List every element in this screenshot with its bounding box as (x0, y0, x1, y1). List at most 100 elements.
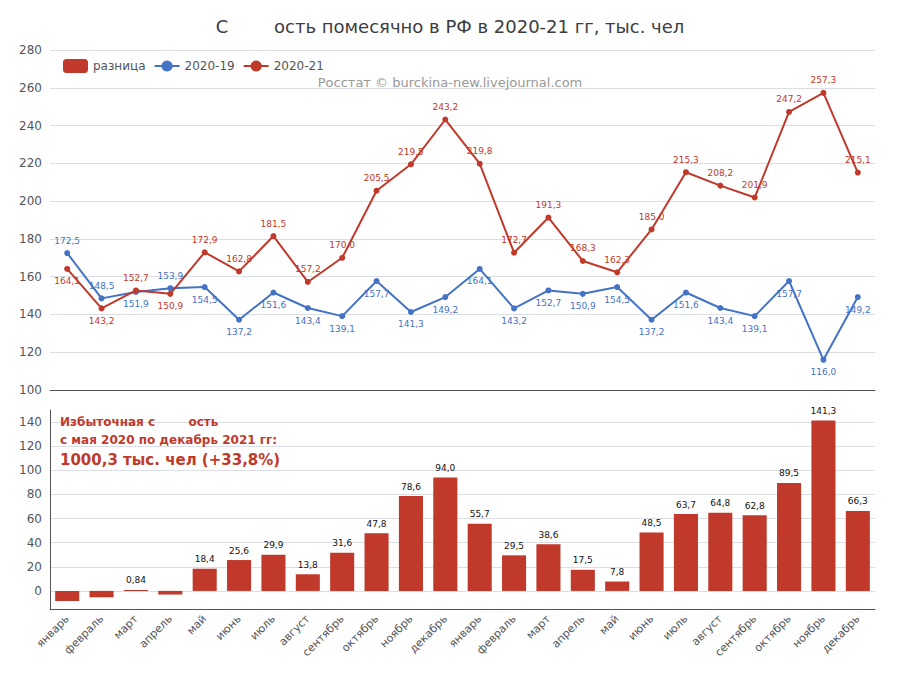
svg-text:с мая 2020 по декабрь 2021 гг:: с мая 2020 по декабрь 2021 гг: (60, 433, 277, 447)
svg-text:150,9: 150,9 (157, 301, 183, 311)
svg-text:168,3: 168,3 (570, 243, 596, 253)
svg-text:40: 40 (27, 536, 42, 550)
svg-text:7,8: 7,8 (610, 567, 625, 577)
svg-text:141,3: 141,3 (398, 319, 424, 329)
svg-text:Избыточная с ость: Избыточная с ость (60, 415, 219, 429)
svg-text:100: 100 (19, 383, 42, 397)
svg-text:149,2: 149,2 (432, 305, 458, 315)
svg-text:116,0: 116,0 (811, 367, 837, 377)
svg-text:181,5: 181,5 (261, 219, 287, 229)
svg-text:май: май (597, 612, 622, 637)
svg-text:89,5: 89,5 (779, 468, 799, 478)
svg-text:120: 120 (19, 439, 42, 453)
svg-text:205,5: 205,5 (364, 173, 390, 183)
svg-text:38,6: 38,6 (538, 530, 558, 540)
svg-text:157,7: 157,7 (776, 289, 802, 299)
svg-text:78,6: 78,6 (401, 482, 421, 492)
svg-text:80: 80 (27, 487, 42, 501)
svg-text:157,7: 157,7 (364, 289, 390, 299)
svg-text:164,1: 164,1 (54, 276, 80, 286)
svg-text:140: 140 (19, 415, 42, 429)
svg-text:55,7: 55,7 (470, 509, 490, 519)
svg-text:94,0: 94,0 (435, 463, 455, 473)
svg-text:153,9: 153,9 (157, 271, 183, 281)
svg-text:25,6: 25,6 (229, 546, 249, 556)
svg-text:160: 160 (19, 270, 42, 284)
svg-text:октябрь: октябрь (339, 612, 381, 654)
svg-text:191,3: 191,3 (536, 200, 562, 210)
svg-text:143,4: 143,4 (707, 316, 733, 326)
svg-text:63,7: 63,7 (676, 500, 696, 510)
svg-text:0,84: 0,84 (126, 575, 146, 585)
svg-text:48,5: 48,5 (642, 518, 662, 528)
svg-text:141,3: 141,3 (811, 406, 837, 416)
svg-text:219,8: 219,8 (467, 146, 493, 156)
svg-text:137,2: 137,2 (639, 327, 665, 337)
svg-text:29,5: 29,5 (504, 541, 524, 551)
svg-text:260: 260 (19, 81, 42, 95)
svg-text:215,1: 215,1 (845, 155, 871, 165)
svg-text:200: 200 (19, 194, 42, 208)
svg-text:июль: июль (660, 612, 690, 642)
svg-text:162,8: 162,8 (226, 254, 252, 264)
svg-text:164,1: 164,1 (467, 276, 493, 286)
svg-text:100: 100 (19, 463, 42, 477)
svg-text:С ость помесячно в РФ в: С ость помесячно в РФ в 2020-21 гг, тыс.… (216, 16, 685, 37)
svg-text:170,0: 170,0 (329, 240, 355, 250)
svg-text:66,3: 66,3 (848, 496, 868, 506)
svg-text:137,2: 137,2 (226, 327, 252, 337)
svg-text:240: 240 (19, 119, 42, 133)
svg-text:64,8: 64,8 (710, 498, 730, 508)
svg-text:разница: разница (93, 59, 146, 73)
svg-text:март: март (524, 612, 554, 642)
svg-text:148,5: 148,5 (89, 281, 115, 291)
svg-text:июнь: июнь (626, 612, 656, 642)
svg-text:62,8: 62,8 (745, 501, 765, 511)
svg-text:июль: июль (248, 612, 278, 642)
svg-text:152,7: 152,7 (536, 298, 562, 308)
svg-text:140: 140 (19, 307, 42, 321)
svg-text:18,4: 18,4 (195, 554, 215, 564)
svg-text:162,3: 162,3 (604, 255, 630, 265)
svg-text:13,8: 13,8 (298, 560, 318, 570)
svg-text:139,1: 139,1 (742, 324, 768, 334)
svg-text:180: 180 (19, 232, 42, 246)
svg-text:151,9: 151,9 (123, 299, 149, 309)
svg-text:219,5: 219,5 (398, 147, 424, 157)
svg-text:150,9: 150,9 (570, 301, 596, 311)
svg-text:апрель: апрель (137, 612, 175, 650)
svg-text:Росстат © burckina-new.livejou: Росстат © burckina-new.livejournal.com (318, 75, 583, 90)
svg-text:17,5: 17,5 (573, 555, 593, 565)
svg-text:243,2: 243,2 (432, 102, 458, 112)
svg-text:сентябрь: сентябрь (300, 612, 347, 659)
svg-text:154,5: 154,5 (604, 295, 630, 305)
svg-text:185,0: 185,0 (639, 212, 665, 222)
svg-text:декабрь: декабрь (407, 612, 450, 655)
svg-text:143,2: 143,2 (501, 316, 527, 326)
svg-text:0: 0 (34, 584, 42, 598)
svg-text:сентябрь: сентябрь (712, 612, 759, 659)
svg-text:октябрь: октябрь (752, 612, 794, 654)
svg-text:март: март (111, 612, 141, 642)
svg-text:1000,3 тыс. чел (+33,8%): 1000,3 тыс. чел (+33,8%) (60, 451, 280, 469)
svg-text:июнь: июнь (213, 612, 243, 642)
svg-text:151,6: 151,6 (673, 300, 699, 310)
svg-text:172,9: 172,9 (192, 235, 218, 245)
svg-text:220: 220 (19, 156, 42, 170)
svg-text:29,9: 29,9 (263, 540, 283, 550)
svg-text:149,2: 149,2 (845, 305, 871, 315)
svg-text:февраль: февраль (62, 612, 106, 656)
svg-text:215,3: 215,3 (673, 155, 699, 165)
svg-text:151,6: 151,6 (261, 300, 287, 310)
svg-text:208,2: 208,2 (707, 168, 733, 178)
svg-text:2020-19: 2020-19 (185, 59, 235, 73)
svg-text:декабрь: декабрь (819, 612, 862, 655)
svg-text:май: май (184, 612, 209, 637)
svg-text:2020-21: 2020-21 (274, 59, 324, 73)
svg-text:152,7: 152,7 (123, 273, 149, 283)
svg-text:154,5: 154,5 (192, 295, 218, 305)
svg-text:139,1: 139,1 (329, 324, 355, 334)
svg-text:201,9: 201,9 (742, 180, 768, 190)
svg-text:143,4: 143,4 (295, 316, 321, 326)
svg-text:247,2: 247,2 (776, 94, 802, 104)
